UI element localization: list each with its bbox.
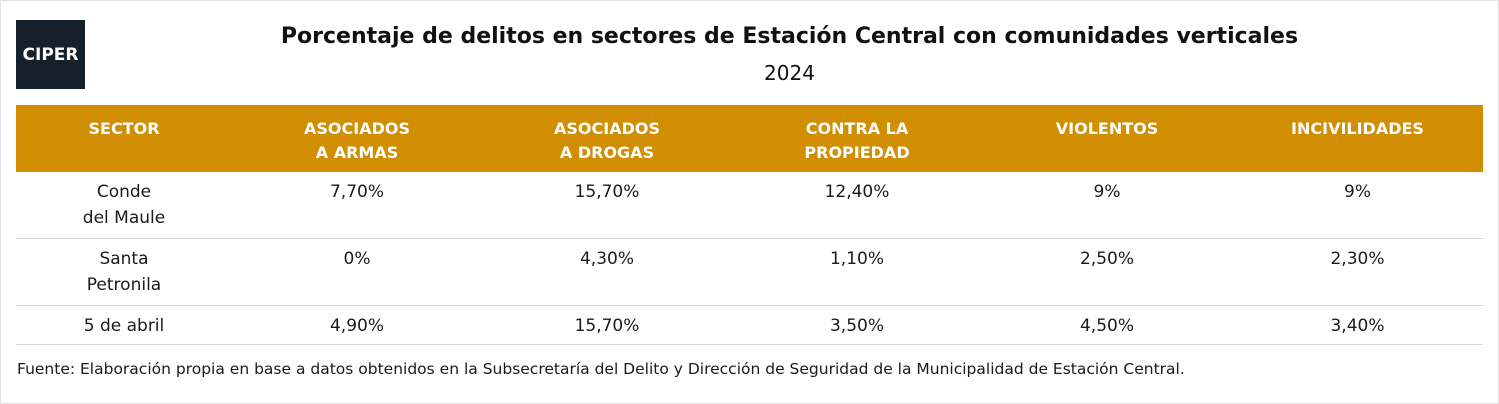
table-cell: 4,30% bbox=[482, 238, 732, 306]
table-cell: 2,30% bbox=[1232, 238, 1483, 306]
table-cell: 7,70% bbox=[232, 172, 482, 239]
column-header-violentos: VIOLENTOS bbox=[982, 105, 1232, 172]
table-cell: 1,10% bbox=[732, 238, 982, 306]
table-row: Conde del Maule 7,70% 15,70% 12,40% 9% 9… bbox=[16, 172, 1483, 239]
table-cell: 3,40% bbox=[1232, 305, 1483, 345]
table-cell: 9% bbox=[1232, 172, 1483, 239]
table-cell: 2,50% bbox=[982, 238, 1232, 306]
table-row: 5 de abril 4,90% 15,70% 3,50% 4,50% 3,40… bbox=[16, 305, 1483, 345]
table-header-row: SECTOR ASOCIADOS A ARMAS ASOCIADOS A DRO… bbox=[16, 105, 1483, 172]
table-cell: 0% bbox=[232, 238, 482, 306]
column-header-asociados-armas: ASOCIADOS A ARMAS bbox=[232, 105, 482, 172]
column-header-contra-propiedad: CONTRA LA PROPIEDAD bbox=[732, 105, 982, 172]
row-sector-label: Conde del Maule bbox=[16, 172, 232, 239]
logo-text: CIPER bbox=[22, 44, 79, 65]
ciper-logo: CIPER bbox=[16, 20, 85, 89]
table-cell: 12,40% bbox=[732, 172, 982, 239]
row-sector-label: 5 de abril bbox=[16, 305, 232, 345]
table-cell: 15,70% bbox=[482, 172, 732, 239]
column-header-asociados-drogas: ASOCIADOS A DROGAS bbox=[482, 105, 732, 172]
table-cell: 9% bbox=[982, 172, 1232, 239]
table-cell: 4,90% bbox=[232, 305, 482, 345]
table-row: Santa Petronila 0% 4,30% 1,10% 2,50% 2,3… bbox=[16, 238, 1483, 306]
table-cell: 15,70% bbox=[482, 305, 732, 345]
data-table: SECTOR ASOCIADOS A ARMAS ASOCIADOS A DRO… bbox=[16, 105, 1483, 345]
table-cell: 3,50% bbox=[732, 305, 982, 345]
chart-title: Porcentaje de delitos en sectores de Est… bbox=[280, 24, 1299, 49]
column-header-sector: SECTOR bbox=[16, 105, 232, 172]
column-header-incivilidades: INCIVILIDADES bbox=[1232, 105, 1483, 172]
chart-subtitle: 2024 bbox=[764, 61, 815, 85]
source-note: Fuente: Elaboración propia en base a dat… bbox=[17, 360, 1185, 378]
row-sector-label: Santa Petronila bbox=[16, 238, 232, 306]
table-cell: 4,50% bbox=[982, 305, 1232, 345]
